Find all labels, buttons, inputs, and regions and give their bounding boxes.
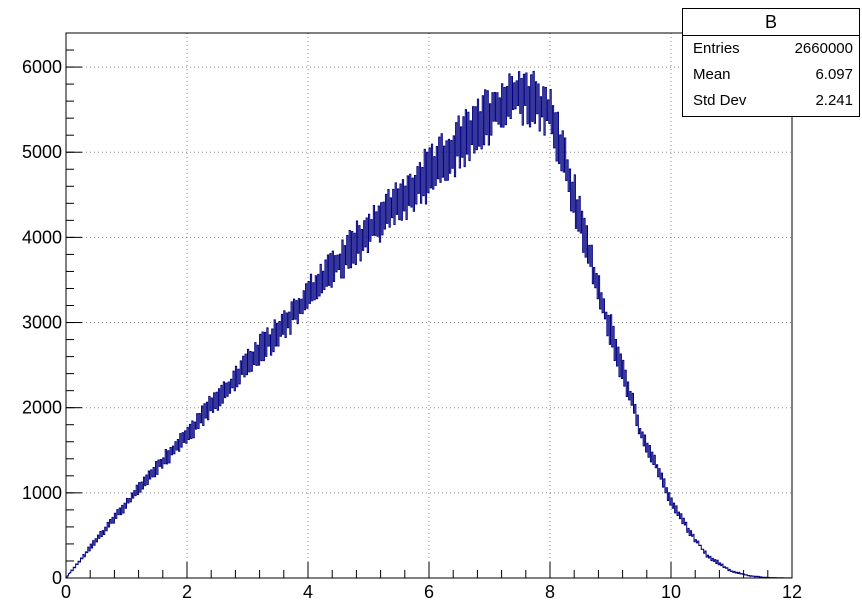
- y-tick-label: 6000: [22, 57, 62, 77]
- y-tick-label: 3000: [22, 313, 62, 333]
- x-tick-label: 4: [303, 582, 313, 602]
- stats-row-mean: Mean 6.097: [683, 62, 859, 88]
- y-tick-label: 0: [52, 568, 62, 588]
- axes: 0 2 4 6 8 10 12 0 1000 2000 3000 4000 5000 6000: [22, 32, 802, 602]
- x-tick-label: 10: [661, 582, 681, 602]
- stats-row-stddev: Std Dev 2.241: [683, 88, 859, 114]
- stats-row-entries: Entries 2660000: [683, 36, 859, 62]
- stats-label: Mean: [693, 66, 731, 83]
- stats-box: B Entries 2660000 Mean 6.097 Std Dev 2.2…: [682, 8, 860, 117]
- stats-value: 2.241: [815, 92, 853, 109]
- stats-title: B: [683, 9, 859, 36]
- x-tick-label: 12: [782, 582, 802, 602]
- stats-value: 6.097: [815, 66, 853, 83]
- x-tick-label: 2: [182, 582, 192, 602]
- stats-label: Entries: [693, 40, 740, 57]
- y-tick-label: 5000: [22, 142, 62, 162]
- x-tick-label: 8: [545, 582, 555, 602]
- grid: [66, 33, 792, 578]
- histogram-series: [65, 70, 792, 579]
- stats-label: Std Dev: [693, 92, 747, 109]
- y-tick-label: 2000: [22, 398, 62, 418]
- x-tick-label: 0: [61, 582, 71, 602]
- x-tick-label: 6: [424, 582, 434, 602]
- y-tick-label: 1000: [22, 483, 62, 503]
- stats-value: 2660000: [794, 40, 853, 57]
- y-tick-label: 4000: [22, 227, 62, 247]
